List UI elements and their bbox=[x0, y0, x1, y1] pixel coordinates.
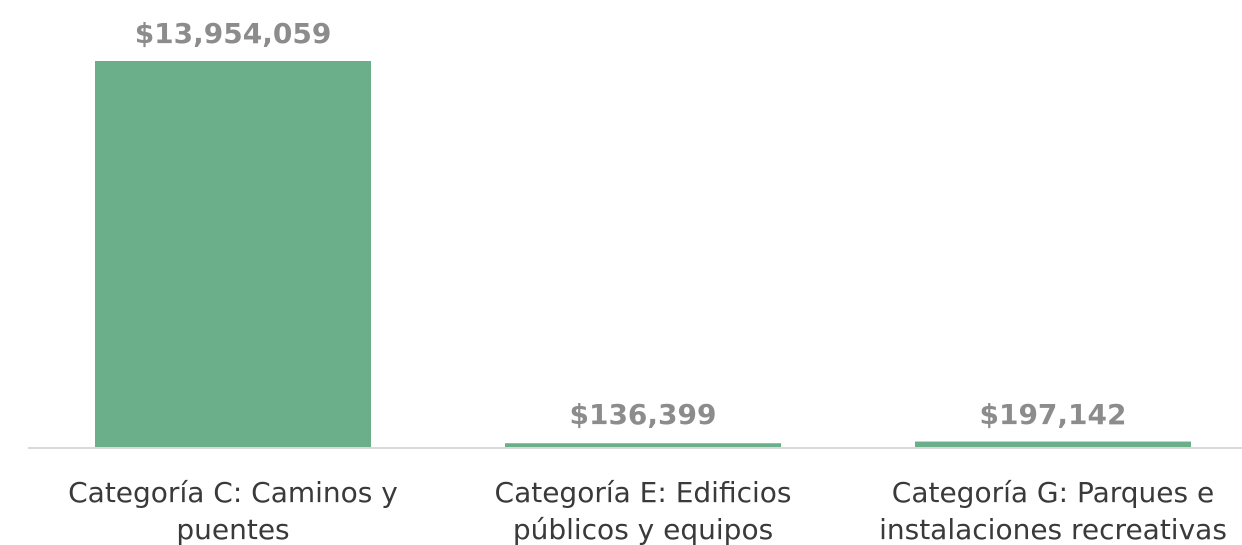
value-label-3: $197,142 bbox=[979, 398, 1126, 431]
bars-group bbox=[95, 61, 1191, 447]
category-labels-group: Categoría C: Caminos y puentes Categoría E… bbox=[68, 476, 1227, 545]
category-label-3-line-2: instalaciones recreativas bbox=[879, 513, 1227, 545]
category-label-1-line-1: Categoría C: Caminos y bbox=[68, 476, 398, 509]
bar-2 bbox=[505, 443, 781, 447]
bar-1 bbox=[95, 61, 371, 447]
bar-3 bbox=[915, 441, 1191, 447]
value-labels-group: $13,954,059 $136,399 $197,142 bbox=[135, 17, 1127, 431]
category-label-2-line-2: públicos y equipos bbox=[513, 513, 773, 545]
category-label-3-line-1: Categoría G: Parques e bbox=[892, 476, 1214, 509]
value-label-2: $136,399 bbox=[569, 398, 716, 431]
value-label-1: $13,954,059 bbox=[135, 17, 332, 50]
category-label-2-line-1: Categoría E: Edificios bbox=[495, 476, 792, 509]
category-label-1-line-2: puentes bbox=[176, 513, 289, 545]
